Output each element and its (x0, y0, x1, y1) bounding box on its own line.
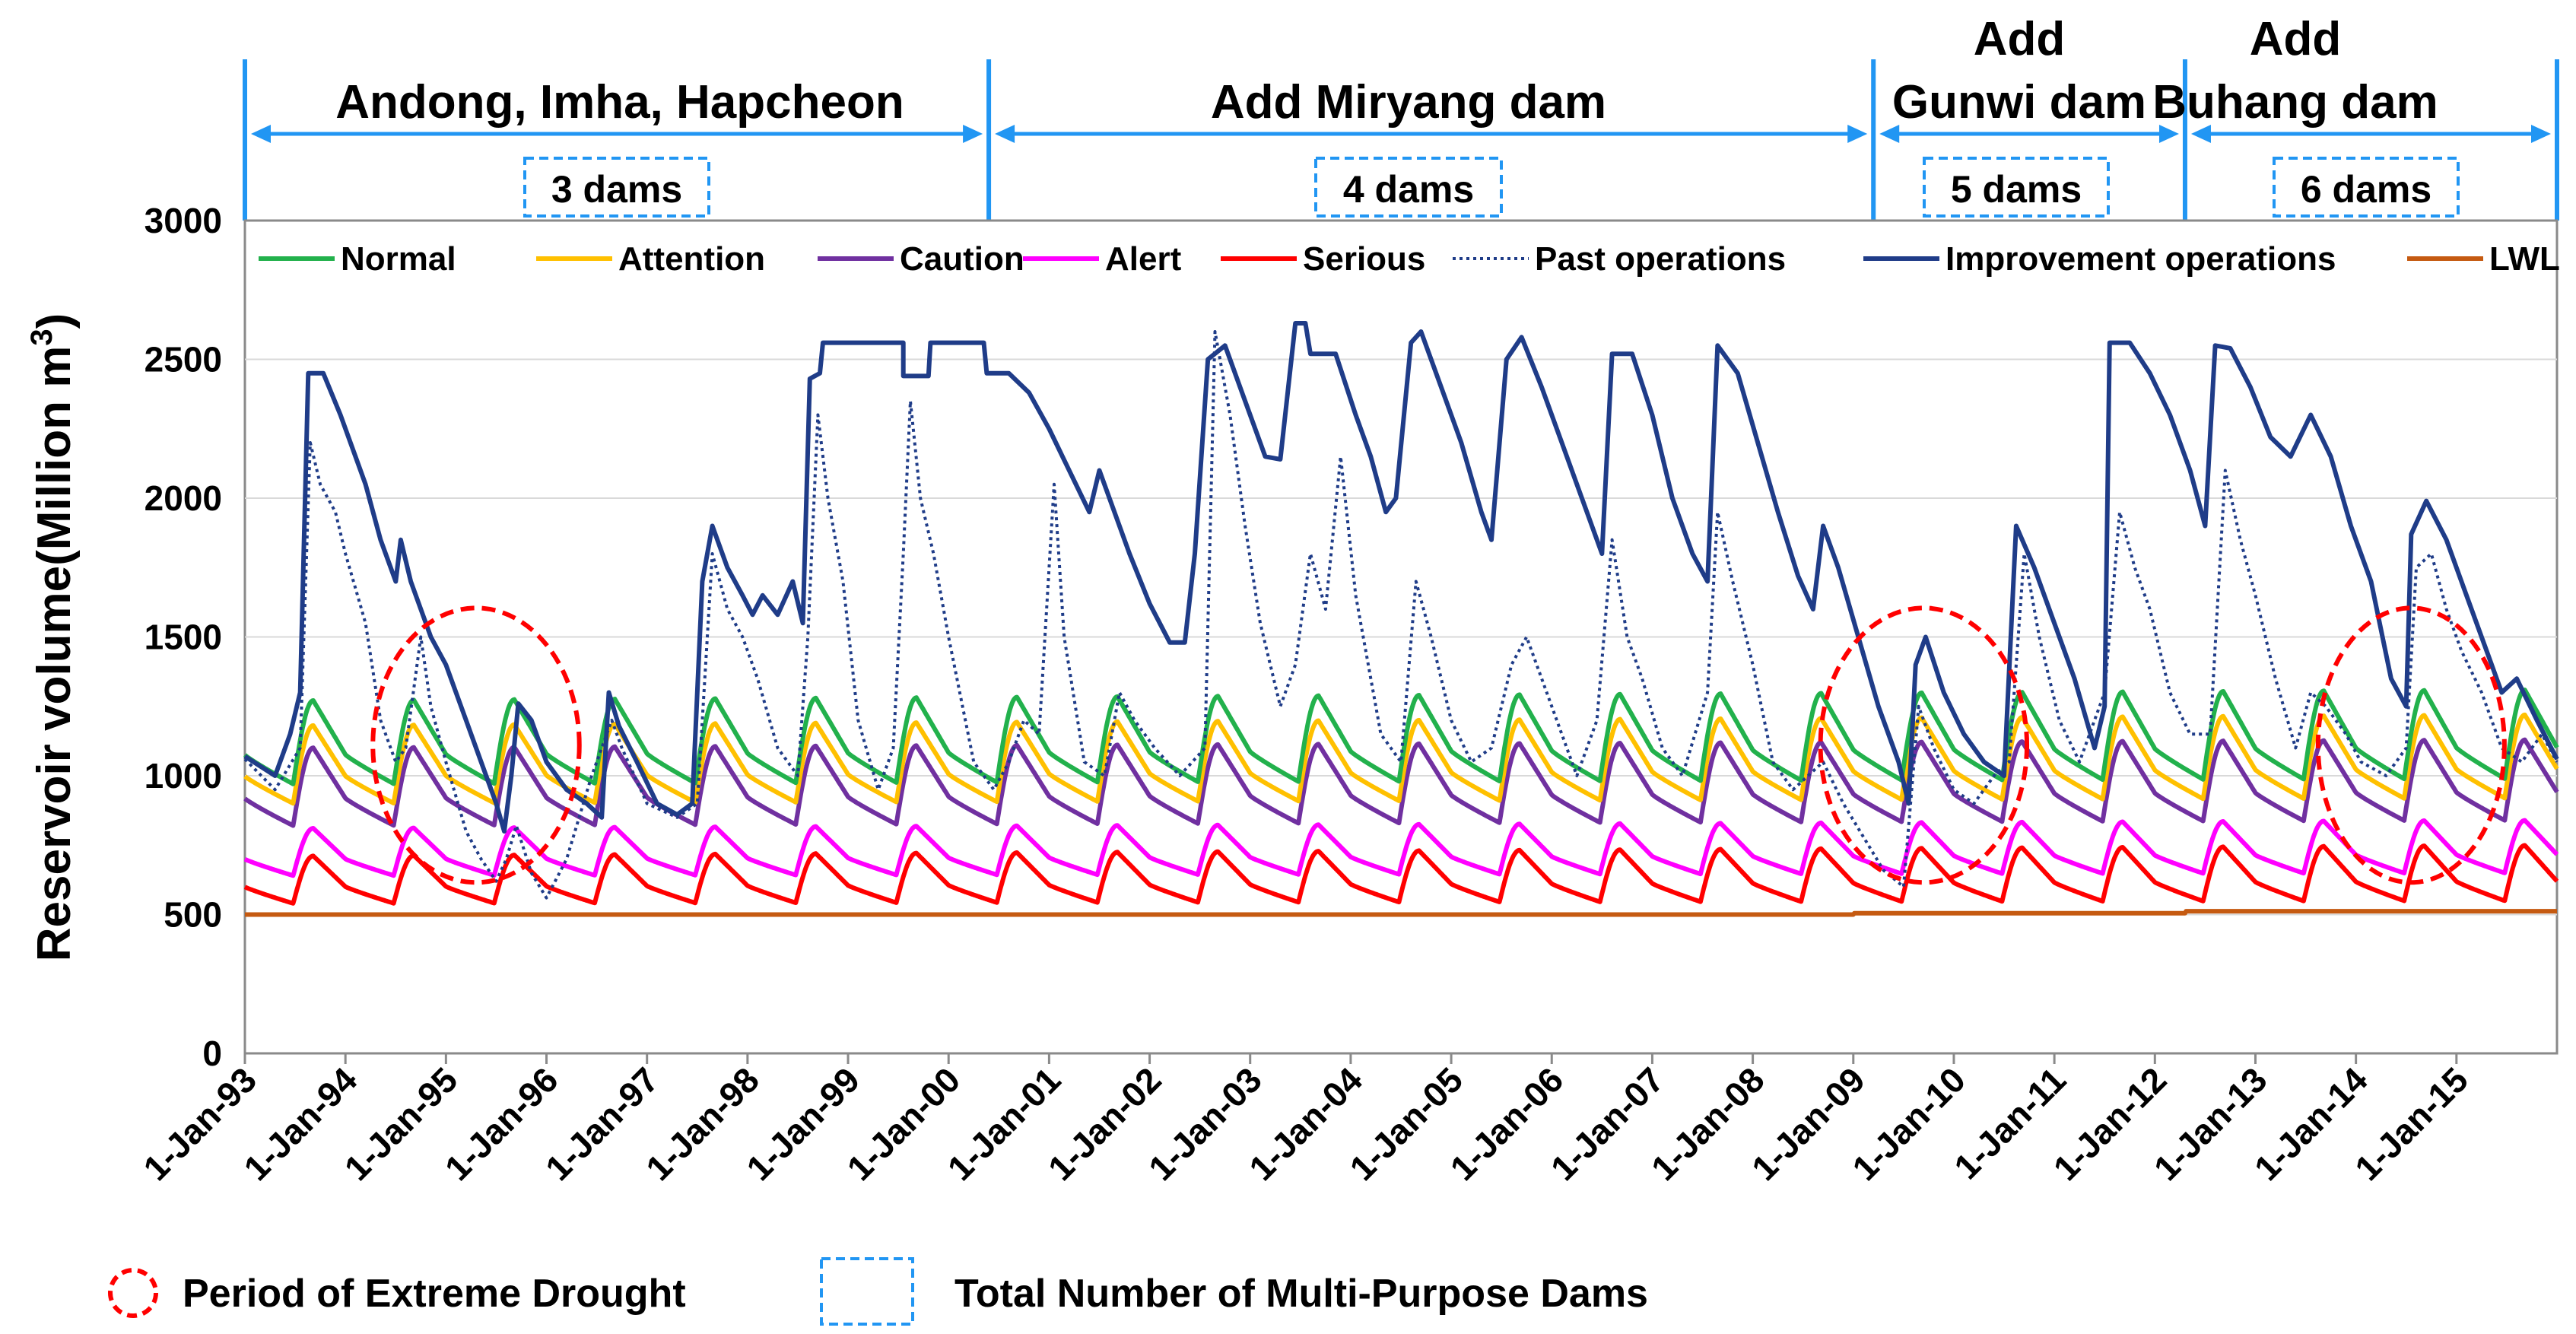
x-tick-label: 1-Jan-10 (1844, 1059, 1973, 1188)
y-axis-title: Reservoir volume(Million m3) (25, 313, 81, 962)
dams-label-3: 6 dams (2301, 168, 2431, 211)
y-tick-label: 1500 (145, 618, 222, 657)
drought-legend-label: Period of Extreme Drought (183, 1272, 686, 1316)
period-title-1: Add Miryang dam (1211, 76, 1606, 129)
period-arrowhead (963, 125, 983, 143)
series-serious (243, 843, 2559, 906)
dams-box-1 (1314, 157, 1503, 218)
period-title-3-line1: Add (2250, 13, 2342, 65)
y-tick-label: 0 (202, 1034, 222, 1073)
period-arrowhead (995, 125, 1015, 143)
dams-legend-label: Total Number of Multi-Purpose Dams (954, 1272, 1648, 1316)
drought-circle (2315, 605, 2507, 885)
period-arrowhead (1847, 125, 1868, 143)
y-tick-label: 500 (164, 895, 222, 935)
drought-circles (370, 605, 2507, 885)
series-improvement-operations (243, 321, 2559, 834)
period-arrowhead (2158, 125, 2179, 143)
dams-label-2: 5 dams (1951, 168, 2082, 211)
period-arrowhead (2190, 125, 2211, 143)
series-normal (243, 688, 2559, 786)
dams-box-3 (2273, 157, 2460, 218)
legend-label: Serious (1303, 240, 1425, 278)
legend-label: Past operations (1535, 240, 1786, 278)
legend-label: Attention (618, 240, 765, 278)
period-title-2-line2: Gunwi dam (1892, 76, 2146, 129)
drought-circle (370, 605, 582, 885)
period-arrowhead (2531, 125, 2551, 143)
y-tick-label: 2000 (145, 478, 222, 518)
drought-legend-icon (108, 1268, 158, 1318)
y-axis-title-close: ) (28, 313, 81, 329)
dams-box-0 (523, 157, 710, 218)
x-tick-label: 1-Jan-15 (2347, 1059, 2476, 1188)
y-tick-label: 3000 (145, 201, 222, 240)
series-lines (243, 321, 2559, 917)
series-alert (243, 818, 2559, 878)
bottom-legend: Period of Extreme Drought Total Number o… (108, 1257, 1648, 1326)
period-title-2-line1: Add (1974, 13, 2066, 65)
x-axis-ticks: 1-Jan-931-Jan-941-Jan-951-Jan-961-Jan-97… (135, 1053, 2476, 1188)
series-caution (243, 737, 2559, 828)
period-annotations: Andong, Imha, Hapcheon Add Miryang dam A… (243, 13, 2559, 221)
dams-label-1: 4 dams (1343, 168, 1474, 211)
series-lwl (245, 909, 2557, 917)
y-axis-title-main: Reservoir volume(Million m (28, 346, 81, 962)
period-arrowhead (1879, 125, 1900, 143)
y-tick-label: 2500 (145, 340, 222, 380)
y-tick-label: 1000 (145, 756, 222, 796)
legend-label: Normal (341, 240, 456, 278)
legend-label: Caution (900, 240, 1024, 278)
drought-circle (1818, 605, 2030, 885)
y-axis-title-sup: 3 (25, 329, 59, 345)
legend-label: Alert (1105, 240, 1182, 278)
period-arrowhead (251, 125, 271, 143)
plot-area: 0 500 1000 1500 2000 2500 3000 1-Jan-931-Jan-9… (135, 201, 2559, 1188)
dams-box-2 (1923, 157, 2110, 218)
period-title-0: Andong, Imha, Hapcheon (335, 76, 904, 129)
dams-label-0: 3 dams (551, 168, 682, 211)
dams-legend-icon (820, 1257, 914, 1326)
period-title-3-line2: Buhang dam (2152, 76, 2438, 129)
y-axis-ticks: 0 500 1000 1500 2000 2500 3000 (145, 201, 222, 1073)
legend-label: LWL (2489, 240, 2560, 278)
legend-label: Improvement operations (1945, 240, 2336, 278)
series-legend: Normal Attention Caution Alert Serious Past o… (259, 240, 2560, 278)
